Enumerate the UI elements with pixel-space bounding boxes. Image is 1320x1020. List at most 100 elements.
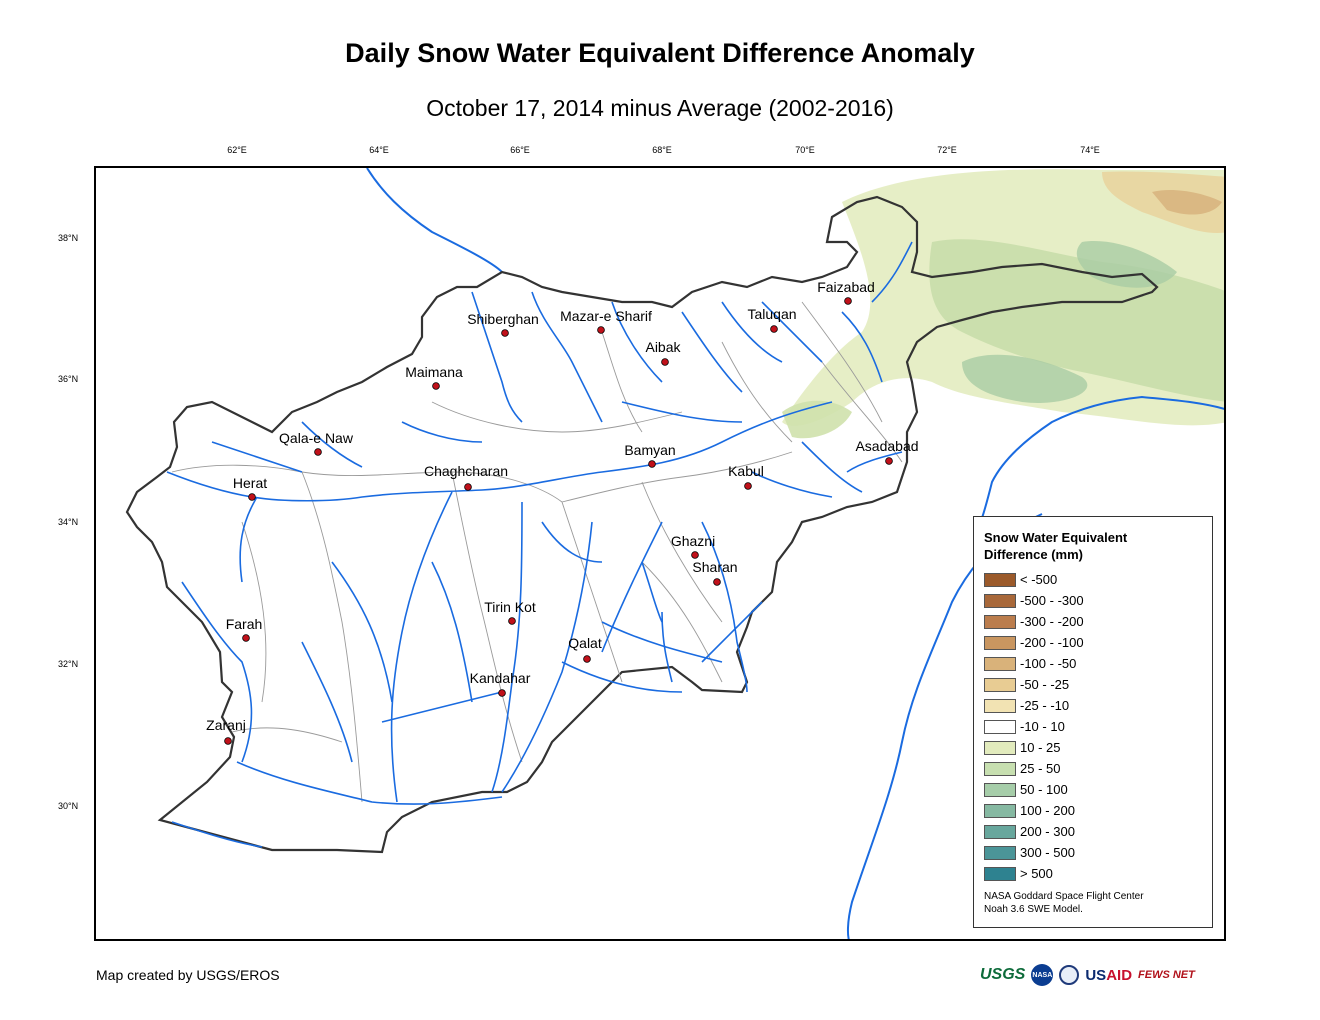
city-dot-farah — [242, 634, 250, 642]
city-dot-bamyan — [648, 460, 656, 468]
city-dot-taluqan — [770, 325, 778, 333]
city-dot-herat — [248, 493, 256, 501]
city-dot-kabul — [744, 482, 752, 490]
legend-swatch — [984, 614, 1016, 629]
city-label-chaghcharan: Chaghcharan — [423, 463, 509, 479]
city-label-sharan: Sharan — [692, 559, 738, 575]
legend-swatch — [984, 740, 1016, 755]
legend-credit: NASA Goddard Space Flight Center Noah 3.… — [984, 890, 1204, 916]
lon-tick: 74°E — [1080, 145, 1100, 155]
legend-item: 200 - 300 — [984, 821, 1204, 842]
legend-swatch — [984, 572, 1016, 587]
city-markers — [224, 297, 893, 745]
legend-item: -50 - -25 — [984, 674, 1204, 695]
usaid-logo[interactable]: USAID — [1085, 967, 1132, 984]
legend-label: -300 - -200 — [1020, 614, 1084, 629]
city-dot-sharan — [713, 578, 721, 586]
legend-item: 300 - 500 — [984, 842, 1204, 863]
city-label-taluqan: Taluqan — [747, 306, 797, 322]
city-label-kandahar: Kandahar — [469, 670, 531, 686]
legend-title-line: Difference (mm) — [984, 547, 1083, 562]
internal-rivers — [166, 241, 913, 848]
city-label-maimana: Maimana — [405, 364, 463, 380]
city-label-asadabad: Asadabad — [855, 438, 919, 454]
legend-swatch — [984, 635, 1016, 650]
city-label-qalat: Qalat — [568, 635, 602, 651]
legend-label: 25 - 50 — [1020, 761, 1061, 776]
legend-title: Snow Water Equivalent Difference (mm) — [984, 529, 1204, 563]
lon-tick: 64°E — [369, 145, 389, 155]
legend-label: -25 - -10 — [1020, 698, 1070, 713]
legend-label: > 500 — [1020, 866, 1053, 881]
city-label-aibak: Aibak — [645, 339, 681, 355]
legend-swatch — [984, 845, 1016, 860]
legend-item: -25 - -10 — [984, 695, 1204, 716]
legend-label: 100 - 200 — [1020, 803, 1075, 818]
legend-swatch — [984, 782, 1016, 797]
legend-label: -10 - 10 — [1020, 719, 1065, 734]
legend-swatch — [984, 761, 1016, 776]
city-dot-mazar-e-sharif — [597, 326, 605, 334]
legend-swatch — [984, 803, 1016, 818]
city-dot-faizabad — [844, 297, 852, 305]
legend-swatch — [984, 719, 1016, 734]
legend-swatch — [984, 656, 1016, 671]
city-dot-shiberghan — [501, 329, 509, 337]
map-canvas — [125, 168, 1224, 939]
country-border — [125, 195, 1159, 854]
legend-title-line: Snow Water Equivalent — [984, 530, 1128, 545]
legend-item: 100 - 200 — [984, 800, 1204, 821]
lon-tick: 68°E — [652, 145, 672, 155]
legend-list: < -500 -500 - -300 -300 - -200 -200 - -100 -… — [984, 569, 1204, 884]
legend-label: -500 - -300 — [1020, 593, 1084, 608]
legend-label: -100 - -50 — [1020, 656, 1077, 671]
fews-net-logo[interactable]: FEWS NET — [1138, 969, 1195, 981]
city-dot-ghazni — [691, 551, 699, 559]
lat-tick: 30°N — [58, 801, 79, 811]
legend-item: -100 - -50 — [984, 653, 1204, 674]
legend-item: 25 - 50 — [984, 758, 1204, 779]
legend-item: -10 - 10 — [984, 716, 1204, 737]
city-dot-aibak — [661, 358, 669, 366]
basin-boundaries — [171, 301, 903, 803]
city-dot-qala-e-naw — [314, 448, 322, 456]
legend-label: 200 - 300 — [1020, 824, 1075, 839]
credit-line: Noah 3.6 SWE Model. — [984, 904, 1083, 915]
usgs-logo[interactable]: USGS — [980, 966, 1026, 983]
city-dot-asadabad — [885, 457, 893, 465]
legend-item: 10 - 25 — [984, 737, 1204, 758]
legend-label: 50 - 100 — [1020, 782, 1068, 797]
lat-tick: 38°N — [58, 233, 79, 243]
usaid-logo-us: US — [1085, 966, 1107, 984]
city-label-qala-e-naw: Qala-e Naw — [279, 430, 353, 446]
legend-swatch — [984, 677, 1016, 692]
city-label-shiberghan: Shiberghan — [467, 311, 539, 327]
city-dot-qalat — [583, 655, 591, 663]
legend-swatch — [984, 698, 1016, 713]
legend-label: 10 - 25 — [1020, 740, 1061, 755]
map-title: Daily Snow Water Equivalent Difference A… — [345, 38, 975, 68]
lon-tick: 72°E — [937, 145, 957, 155]
city-label-mazar-e-sharif: Mazar-e Sharif — [560, 308, 652, 324]
lon-tick: 70°E — [795, 145, 815, 155]
lat-tick: 34°N — [58, 517, 79, 527]
legend-box: Snow Water Equivalent Difference (mm) < … — [973, 516, 1213, 928]
legend-swatch — [984, 593, 1016, 608]
city-label-farah: Farah — [225, 616, 263, 632]
legend-item: 50 - 100 — [984, 779, 1204, 800]
legend-item: < -500 — [984, 569, 1204, 590]
legend-item: -200 - -100 — [984, 632, 1204, 653]
legend-label: -50 - -25 — [1020, 677, 1070, 692]
legend-item: > 500 — [984, 863, 1204, 884]
city-label-ghazni: Ghazni — [670, 533, 716, 549]
nasa-logo[interactable]: NASA — [1031, 964, 1054, 986]
legend-item: -500 - -300 — [984, 590, 1204, 611]
city-label-kabul: Kabul — [728, 463, 764, 479]
legend-label: < -500 — [1020, 572, 1058, 587]
lon-tick: 62°E — [227, 145, 247, 155]
usaid-logo-aid: AID — [1106, 966, 1133, 984]
legend-item: -300 - -200 — [984, 611, 1204, 632]
map-credit-footer: Map created by USGS/EROS — [96, 967, 280, 983]
legend-label: -200 - -100 — [1020, 635, 1084, 650]
city-label-bamyan: Bamyan — [624, 442, 676, 458]
